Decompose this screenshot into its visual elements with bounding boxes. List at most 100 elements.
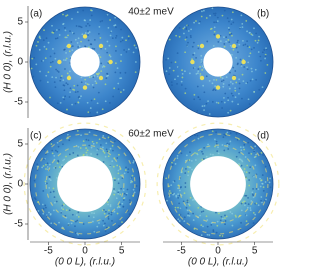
- speckle: [216, 150, 219, 152]
- speckle: [127, 171, 129, 174]
- speckle: [116, 212, 119, 215]
- speckle: [245, 178, 248, 181]
- speckle: [216, 20, 219, 23]
- speckle: [226, 17, 229, 20]
- speckle: [208, 79, 211, 82]
- speckle: [179, 207, 182, 210]
- speckle: [222, 85, 225, 88]
- speckle: [251, 191, 254, 194]
- speckle: [232, 94, 234, 97]
- speckle: [206, 40, 209, 43]
- speckle: [228, 33, 231, 36]
- speckle: [85, 147, 88, 149]
- speckle: [165, 70, 168, 73]
- speckle: [47, 41, 50, 44]
- speckle: [170, 81, 173, 84]
- bright-spot: [57, 59, 62, 65]
- speckle: [105, 148, 108, 151]
- speckle: [76, 90, 79, 93]
- speckle: [255, 78, 258, 81]
- speckle: [85, 25, 88, 27]
- speckle: [50, 222, 53, 225]
- speckle: [205, 17, 208, 19]
- speckle: [99, 56, 102, 59]
- speckle: [76, 219, 79, 222]
- speckle: [132, 188, 135, 191]
- speckle: [211, 130, 214, 133]
- speckle: [189, 151, 191, 154]
- speckle: [259, 55, 262, 58]
- speckle: [199, 214, 202, 217]
- speckle: [76, 154, 79, 157]
- speckle: [198, 22, 201, 25]
- speckle: [65, 57, 68, 60]
- speckle: [76, 232, 79, 235]
- speckle: [56, 177, 58, 179]
- speckle: [176, 157, 179, 160]
- speckle: [175, 194, 178, 197]
- speckle: [238, 78, 241, 81]
- speckle: [118, 153, 120, 156]
- speckle: [165, 58, 167, 61]
- speckle: [54, 86, 57, 88]
- speckle: [80, 76, 83, 79]
- speckle: [32, 75, 35, 78]
- speckle: [100, 70, 103, 73]
- speckle: [48, 175, 51, 178]
- speckle: [240, 14, 243, 17]
- speckle: [216, 220, 219, 223]
- y-axis-label: (H 0 0), (r.l.u.): [3, 153, 14, 215]
- speckle: [250, 200, 253, 202]
- speckle: [102, 224, 105, 227]
- speckle: [264, 165, 267, 168]
- speckle: [63, 158, 66, 161]
- speckle: [259, 177, 261, 180]
- speckle: [185, 154, 188, 157]
- speckle: [126, 188, 129, 191]
- speckle: [203, 91, 206, 94]
- speckle: [38, 48, 41, 51]
- speckle: [202, 152, 204, 155]
- speckle: [98, 222, 100, 224]
- speckle: [42, 190, 45, 192]
- speckle: [223, 101, 226, 104]
- speckle: [209, 14, 211, 17]
- speckle: [117, 177, 120, 180]
- speckle: [114, 16, 117, 19]
- speckle: [123, 49, 125, 51]
- speckle: [62, 96, 65, 99]
- speckle: [78, 45, 81, 48]
- speckle: [165, 177, 168, 180]
- speckle: [240, 149, 243, 151]
- speckle: [114, 71, 117, 74]
- speckle: [35, 63, 38, 66]
- speckle: [60, 75, 63, 77]
- speckle: [77, 37, 80, 40]
- speckle: [78, 25, 80, 28]
- speckle: [256, 41, 259, 44]
- speckle: [180, 84, 183, 86]
- speckle: [262, 189, 265, 192]
- speckle: [174, 61, 177, 64]
- speckle: [168, 67, 171, 69]
- speckle: [215, 21, 218, 23]
- speckle: [48, 187, 51, 189]
- speckle: [102, 219, 104, 222]
- speckle: [228, 143, 230, 146]
- speckle: [251, 78, 254, 81]
- energy-label: 40±2 meV: [128, 7, 174, 18]
- speckle: [208, 234, 211, 236]
- bright-spot: [215, 34, 221, 39]
- speckle: [44, 180, 47, 183]
- speckle: [255, 188, 258, 190]
- speckle: [229, 81, 232, 83]
- speckle: [183, 220, 186, 223]
- speckle: [245, 20, 248, 22]
- x-tick-label: -5: [44, 246, 53, 257]
- speckle: [212, 44, 215, 47]
- speckle: [200, 54, 203, 57]
- speckle: [183, 192, 186, 195]
- speckle: [232, 66, 235, 69]
- speckle: [68, 70, 71, 73]
- speckle: [66, 108, 68, 111]
